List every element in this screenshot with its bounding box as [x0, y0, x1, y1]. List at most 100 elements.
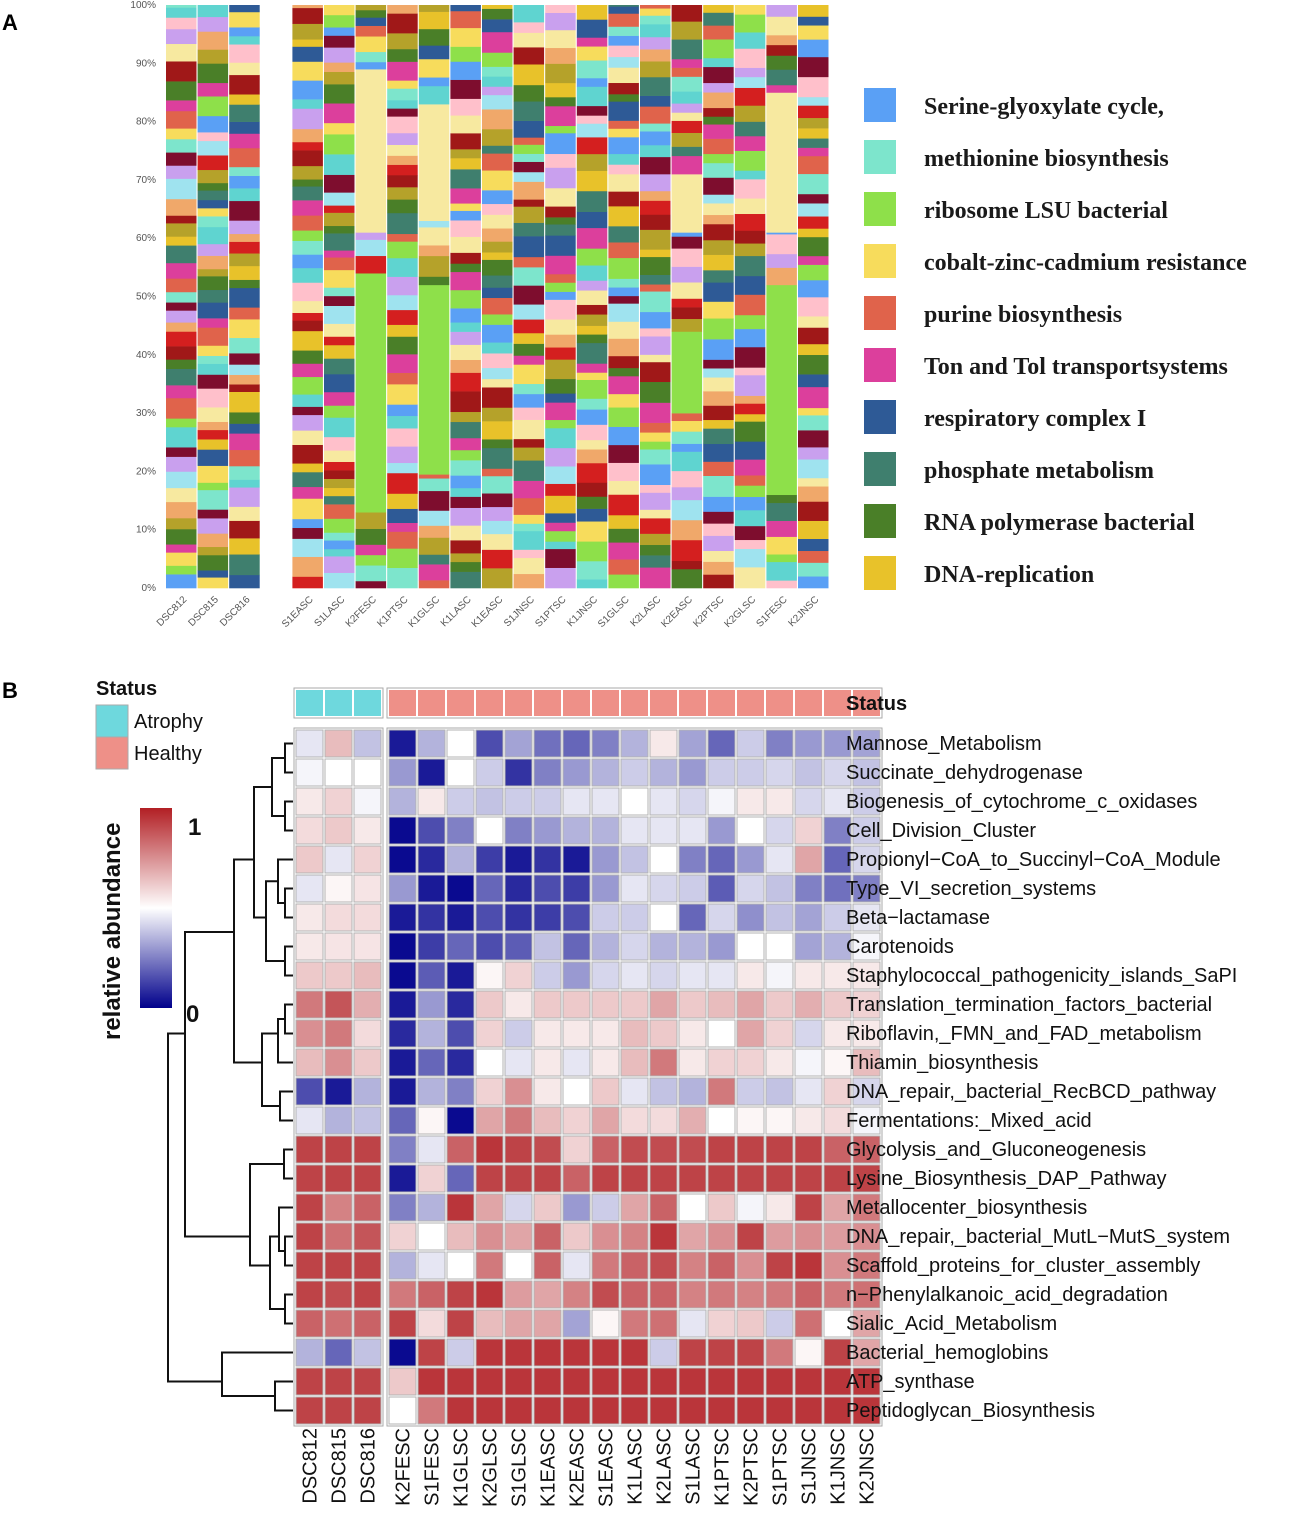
heatmap-cell: [620, 1164, 649, 1193]
heatmap-cell: [562, 1338, 591, 1367]
heatmap-column-label: K2FESC: [393, 1428, 415, 1506]
heatmap-cell: [707, 787, 736, 816]
heatmap-cell: [765, 932, 794, 961]
bar-segment: [576, 77, 608, 87]
bar-segment: [640, 509, 671, 519]
bar-segment: [608, 321, 639, 339]
bar-segment: [387, 548, 418, 569]
heatmap-row-label: Propionyl−CoA_to_Succinyl−CoA_Module: [846, 849, 1221, 871]
heatmap-cell: [295, 990, 324, 1019]
bar-segment: [734, 121, 766, 137]
bar-segment: [703, 511, 734, 524]
heatmap-cell: [736, 961, 765, 990]
bar-segment: [229, 433, 260, 451]
heatmap-cell: [324, 1019, 353, 1048]
bar-segment: [355, 9, 387, 18]
heatmap-cell: [504, 787, 533, 816]
heatmap-cell: [678, 1048, 707, 1077]
heatmap-cell: [417, 729, 446, 758]
heatmap-cell: [353, 932, 382, 961]
bar-segment: [640, 432, 671, 442]
status-cell: [708, 690, 735, 716]
x-tick-label: S1GLSC: [596, 594, 632, 630]
bar-segment: [545, 447, 576, 467]
bar-segment: [640, 361, 671, 383]
heatmap-cell: [794, 1048, 823, 1077]
bar-segment: [292, 444, 323, 464]
bar-segment: [450, 27, 481, 47]
bar-segment: [640, 464, 671, 485]
bar-segment: [418, 580, 450, 589]
bar-segment: [324, 5, 355, 16]
bar-segment: [482, 66, 513, 77]
heatmap-cell: [562, 990, 591, 1019]
heatmap-column-label: K1PTSC: [712, 1428, 734, 1506]
bar-segment: [703, 496, 734, 512]
bar-segment: [355, 61, 387, 70]
bar-segment: [545, 319, 576, 335]
bar-segment: [418, 11, 450, 30]
legend-swatch: [864, 140, 896, 174]
heatmap-cell: [417, 845, 446, 874]
heatmap-cell: [417, 1048, 446, 1077]
dendrogram-branch: [284, 887, 293, 919]
heatmap-cell: [295, 1280, 324, 1309]
heatmap-cell: [794, 758, 823, 787]
heatmap-cell: [475, 903, 504, 932]
bar-segment: [197, 155, 229, 171]
heatmap-cell: [417, 961, 446, 990]
heatmap-cell: [504, 729, 533, 758]
bar-segment: [734, 105, 766, 122]
heatmap-cell: [324, 1309, 353, 1338]
heatmap-cell: [765, 1077, 794, 1106]
bar-segment: [608, 494, 639, 516]
status-cell: [505, 690, 532, 716]
bar-segment: [229, 44, 260, 63]
heatmap-cell: [417, 1280, 446, 1309]
heatmap-cell: [295, 1193, 324, 1222]
bar-segment: [292, 576, 323, 589]
bar-segment: [197, 182, 229, 191]
bar-segment: [292, 215, 323, 231]
heatmap-row-label: Thiamin_biosynthesis: [846, 1052, 1038, 1074]
bar-segment: [608, 528, 639, 543]
bar-segment: [608, 287, 639, 297]
bar-segment: [703, 92, 734, 109]
bar-segment: [324, 556, 355, 573]
bar-segment: [513, 256, 545, 268]
bar-segment: [229, 27, 260, 37]
bar-segment: [324, 71, 355, 85]
heatmap-cell: [475, 1251, 504, 1280]
bar-segment: [292, 46, 323, 62]
bar-segment: [387, 531, 418, 549]
bar-segment: [197, 449, 229, 466]
y-tick-label: 0%: [142, 583, 157, 594]
heatmap-cell: [649, 816, 678, 845]
bar-segment: [513, 460, 545, 481]
heatmap-cell: [562, 961, 591, 990]
bar-segment: [734, 548, 766, 568]
heatmap-cell: [562, 787, 591, 816]
bar-segment: [608, 137, 639, 155]
bar-segment: [703, 254, 734, 271]
bar-segment: [450, 10, 481, 29]
bar-segment: [734, 395, 766, 404]
heatmap-cell: [852, 903, 881, 932]
heatmap-cell: [852, 758, 881, 787]
bar-segment: [734, 32, 766, 49]
heatmap-cell: [620, 787, 649, 816]
heatmap-cell: [324, 1338, 353, 1367]
bar-segment: [576, 496, 608, 509]
bar-segment: [324, 323, 355, 337]
bar-segment: [545, 273, 576, 283]
bar-segment: [292, 394, 323, 407]
dendrogram-branch: [221, 1351, 293, 1397]
bar-segment: [798, 96, 829, 106]
bar-segment: [292, 7, 323, 24]
bar-segment: [671, 331, 703, 414]
bar-segment: [576, 541, 608, 562]
bar-segment: [513, 222, 545, 237]
bar-segment: [513, 343, 545, 356]
row-dendrogram: [167, 742, 293, 1412]
bar-segment: [450, 475, 481, 489]
